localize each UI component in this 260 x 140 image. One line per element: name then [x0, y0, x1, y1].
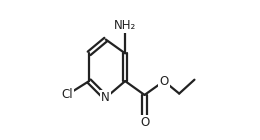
Text: O: O: [140, 116, 149, 129]
Text: Cl: Cl: [61, 88, 73, 102]
Text: O: O: [159, 75, 168, 88]
Text: NH₂: NH₂: [114, 19, 136, 32]
Text: N: N: [101, 91, 110, 104]
